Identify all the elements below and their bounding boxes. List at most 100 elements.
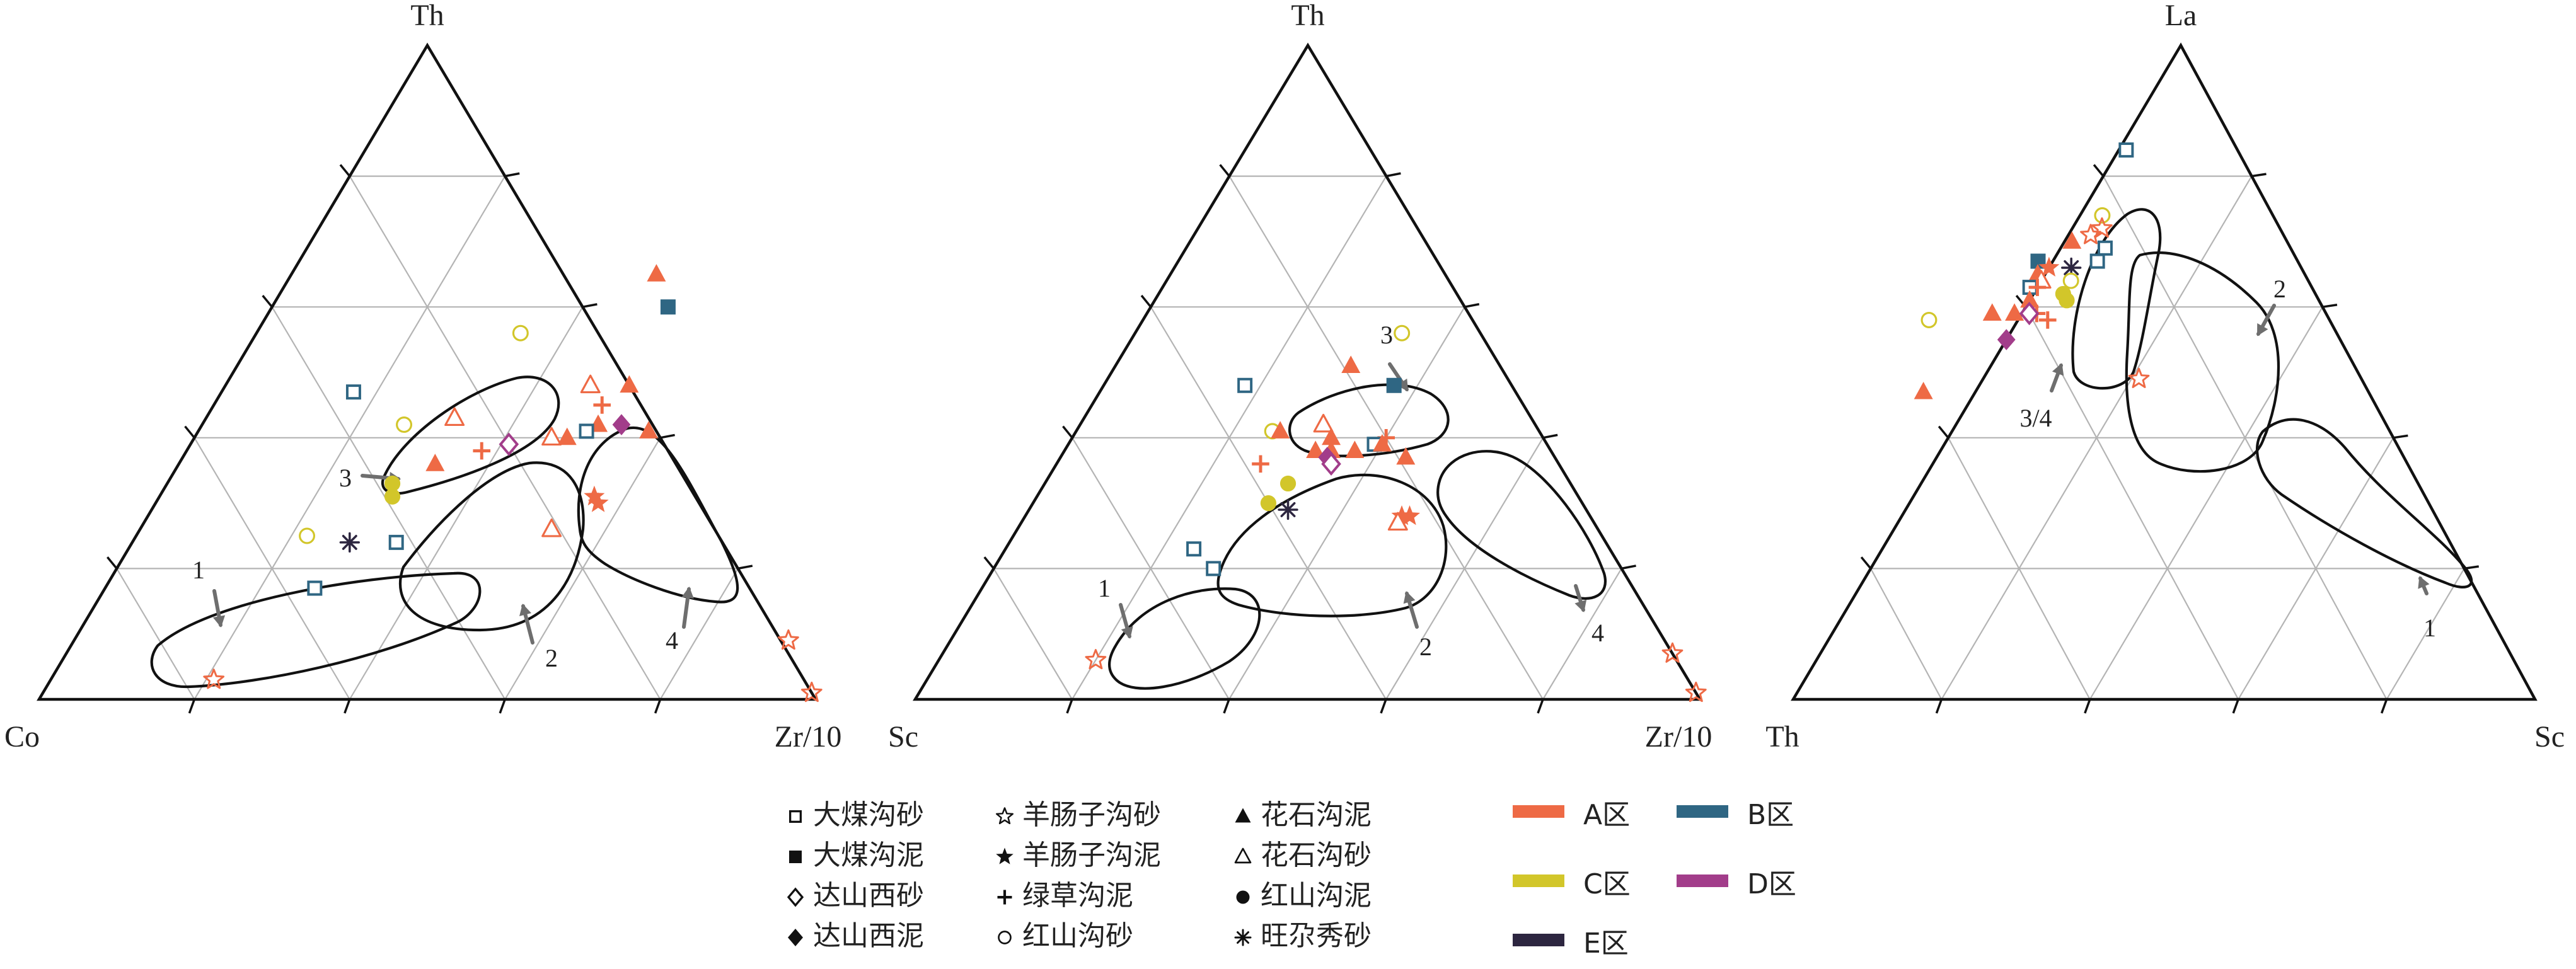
field-2-outline — [399, 461, 585, 632]
legend-marker-filled-circle — [1236, 890, 1250, 904]
data-point-filled-triangle — [1271, 421, 1290, 439]
legend-marker-open-star — [995, 807, 1014, 825]
legend-color-swatch — [1677, 805, 1728, 818]
axis-tick — [1621, 565, 1636, 570]
panel-3-field-label-3-4: 3/4 — [2019, 404, 2052, 432]
data-point-filled-circle — [1279, 475, 1297, 492]
legend-region-item: C区 — [1513, 868, 1631, 900]
axis-tick — [1140, 294, 1152, 308]
data-point-open-circle — [396, 416, 413, 433]
legend-marker-plus — [997, 890, 1012, 905]
panel-1-field-label-4: 4 — [666, 626, 678, 655]
panel-2-left-vertex-label: Sc — [888, 720, 918, 754]
axis-tick — [339, 164, 351, 177]
legend-item: 大煤沟砂 — [789, 799, 924, 831]
data-point-filled-triangle — [1914, 381, 1933, 399]
field-pointer-arrowhead — [2418, 576, 2430, 589]
legend-item: 大煤沟泥 — [789, 839, 924, 871]
legend-color-swatch — [1677, 874, 1728, 887]
data-point-open-star — [203, 668, 225, 689]
data-point-filled-triangle — [1322, 427, 1341, 445]
field-2-outline — [1216, 473, 1448, 617]
axis-tick — [344, 699, 351, 714]
data-point-plus — [593, 396, 611, 414]
grid-line — [659, 568, 739, 700]
panel-2-fields — [1108, 362, 1607, 690]
panel-3-top-vertex-label: La — [2165, 0, 2197, 32]
data-point-open-circle — [299, 527, 316, 544]
data-point-open-square — [345, 384, 361, 400]
legend-label: 羊肠子沟砂 — [1022, 799, 1161, 831]
data-point-open-triangle — [580, 374, 601, 394]
data-point-open-diamond — [1321, 452, 1341, 476]
triangle-frame — [1791, 42, 2538, 701]
data-point-filled-star — [1391, 505, 1412, 525]
data-point-plus — [1252, 455, 1269, 473]
axis-tick — [1542, 433, 1558, 439]
legend-item: 花石沟泥 — [1235, 799, 1372, 831]
legend-color-swatch — [1513, 874, 1564, 887]
axis-tick — [1062, 425, 1073, 439]
legend-item: 旺尕秀砂 — [1234, 920, 1372, 952]
data-point-filled-triangle — [2062, 231, 2082, 249]
legend-region-label: E区 — [1583, 927, 1629, 960]
data-point-filled-triangle — [1345, 440, 1365, 458]
field-pointer-arrowhead — [2257, 323, 2268, 336]
panel-3-points — [1914, 142, 2150, 399]
data-point-open-star — [800, 681, 823, 702]
data-point-open-square — [579, 423, 594, 439]
field-1-outline — [150, 571, 482, 689]
data-point-open-square — [2089, 253, 2105, 269]
legend-region-item: A区 — [1513, 799, 1630, 831]
grid-line — [1542, 568, 1622, 700]
panel-1-field-label-2: 2 — [545, 644, 558, 672]
axis-tick — [660, 433, 675, 439]
legend-item: 羊肠子沟砂 — [995, 799, 1161, 831]
data-point-open-star — [1661, 642, 1684, 663]
axis-tick — [2380, 699, 2388, 714]
data-point-filled-circle — [384, 488, 401, 505]
data-point-filled-star — [584, 485, 605, 506]
axis-tick — [2093, 164, 2105, 177]
data-point-filled-triangle — [1982, 303, 2002, 321]
legend-item: 羊肠子沟泥 — [996, 839, 1161, 871]
legend-marker-filled-star — [996, 847, 1014, 864]
data-point-open-circle — [512, 324, 529, 341]
triangle-frame — [37, 42, 818, 701]
legend-region-item: E区 — [1513, 927, 1629, 960]
data-point-filled-star — [1399, 505, 1420, 525]
panel-3-frame — [1791, 42, 2538, 714]
grid-line — [2089, 306, 2323, 700]
legend-region-item: B区 — [1677, 799, 1794, 831]
legend-label: 红山沟泥 — [1261, 880, 1372, 912]
data-point-open-star — [1085, 649, 1107, 670]
legend-marker-open-triangle — [1234, 847, 1252, 864]
legend-label: 羊肠子沟泥 — [1022, 839, 1161, 871]
legend-region-label: D区 — [1747, 868, 1796, 900]
legend-marker-open-circle — [998, 931, 1012, 944]
panel-2-grid — [993, 175, 1622, 700]
field-1-outline — [1108, 587, 1261, 690]
legend-label: 大煤沟砂 — [813, 799, 924, 831]
field-3-outline — [381, 376, 560, 495]
panel-3-right-vertex-label: Sc — [2534, 720, 2565, 754]
field-pointer-arrowhead — [681, 587, 694, 599]
field-4-outline — [1436, 450, 1607, 600]
panel-1-points — [203, 264, 823, 702]
legend-marker-filled-diamond — [788, 929, 803, 946]
axis-tick — [983, 556, 995, 570]
data-point-open-star — [2080, 224, 2101, 244]
data-point-filled-diamond — [612, 414, 631, 435]
axis-tick — [2322, 304, 2338, 308]
axis-tick — [1223, 699, 1230, 714]
panel-2-field-label-2: 2 — [1419, 633, 1432, 661]
data-point-open-circle — [2062, 272, 2079, 289]
data-point-open-triangle — [1387, 512, 1408, 531]
legend-label: 旺尕秀砂 — [1261, 920, 1372, 952]
field-3-outline — [1288, 383, 1450, 457]
panel-1-top-vertex-label: Th — [410, 0, 444, 32]
legend-color-swatch — [1513, 934, 1564, 946]
axis-tick — [1938, 425, 1949, 439]
axis-tick — [654, 699, 662, 714]
panel-2-top-vertex-label: Th — [1291, 0, 1324, 32]
